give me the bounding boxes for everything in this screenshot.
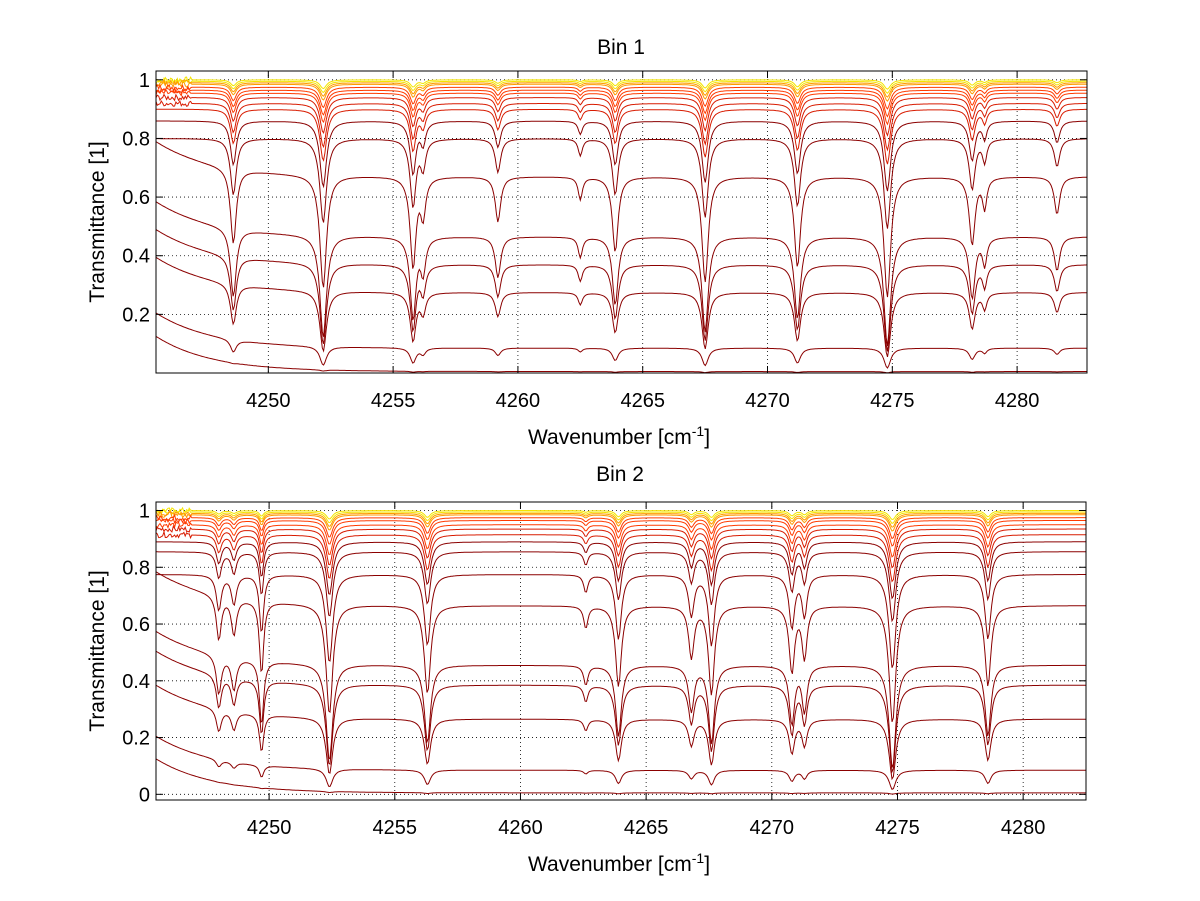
spectrum-curve <box>156 108 1087 165</box>
spectrum-curve <box>155 735 1086 790</box>
spectrum-curve <box>155 312 1087 369</box>
y-tick-label: 0.4 <box>122 671 150 693</box>
x-axis-label: Wavenumber [cm-1] <box>528 423 710 449</box>
spectrum-curve <box>156 574 1086 668</box>
x-tick-label: 4260 <box>498 817 543 839</box>
x-axis-label-end: ] <box>704 853 710 876</box>
spectrum-curve <box>155 521 1086 558</box>
spectrum-curve <box>155 99 1087 152</box>
spectrum-curve <box>155 650 1086 774</box>
spectrum-curve <box>156 138 1087 229</box>
spectrum-curve <box>156 541 1086 600</box>
subplot-bin-1: Bin 1 0.2 0.4 0.6 0.8 1 4250 4255 4260 4265 4270… <box>86 36 1088 449</box>
x-tick-label: 4265 <box>620 390 665 412</box>
y-tick-label: 0.2 <box>122 728 150 750</box>
x-tick-label: 4280 <box>1001 817 1046 839</box>
y-tick-label: 0.8 <box>122 128 150 150</box>
spectrum-curve <box>155 335 1087 374</box>
spectrum-curve <box>155 201 1087 346</box>
y-tick-label: 1 <box>139 70 150 92</box>
spectrum-curve <box>155 88 1088 126</box>
x-tick-label: 4275 <box>875 817 920 839</box>
spectrum-curve <box>155 758 1086 795</box>
curves <box>155 76 1088 374</box>
spectrum-curve <box>155 571 1086 723</box>
spectrum-curve <box>155 93 1087 137</box>
spectrum-curve <box>155 229 1088 352</box>
y-tick-label: 0 <box>139 784 150 806</box>
spectrum-curve <box>155 83 1087 110</box>
x-tick-label: 4275 <box>870 390 915 412</box>
axes-box <box>156 71 1087 373</box>
x-tick-label: 4255 <box>373 817 418 839</box>
spectrum-curve <box>155 511 1086 532</box>
y-tick-label: 0.2 <box>122 304 150 326</box>
spectrum-curve <box>155 508 1086 524</box>
spectrum-curve <box>156 551 1086 623</box>
x-tick-label: 4260 <box>496 390 541 412</box>
x-tick-label: 4250 <box>246 390 291 412</box>
spectrum-curve <box>155 630 1086 768</box>
y-tick-label: 1 <box>139 501 150 523</box>
spectrum-curve <box>155 506 1086 521</box>
spectrum-curve <box>155 76 1087 94</box>
axes-frame <box>155 70 1088 374</box>
x-ticks: 4250 4255 4260 4265 4270 4275 4280 <box>247 502 1046 839</box>
spectrum-curve <box>155 76 1087 90</box>
spectrum-curve <box>155 530 1086 583</box>
subplot-bin-2: Bin 2 0 0.2 0.4 0.6 0.8 1 4250 4255 4260 4265 427… <box>86 463 1087 876</box>
axes-frame <box>155 501 1087 801</box>
x-tick-label: 4280 <box>995 390 1040 412</box>
y-ticks: 0.2 0.4 0.6 0.8 1 <box>122 70 1087 326</box>
spectrum-curve <box>155 79 1087 102</box>
spectrum-curve <box>155 513 1086 540</box>
spectrum-curve <box>155 517 1086 547</box>
x-tick-label: 4270 <box>745 390 790 412</box>
plot-title: Bin 1 <box>597 36 645 59</box>
y-tick-label: 0.6 <box>122 187 150 209</box>
y-ticks: 0 0.2 0.4 0.6 0.8 1 <box>122 501 1086 806</box>
x-tick-label: 4265 <box>624 817 669 839</box>
x-tick-label: 4250 <box>247 817 292 839</box>
x-axis-label-end: ] <box>704 426 710 449</box>
spectrum-curve <box>155 684 1086 781</box>
y-axis-label: Transmittance [1] <box>86 570 109 731</box>
x-ticks: 4250 4255 4260 4265 4270 4275 4280 <box>246 71 1039 412</box>
spectrum-curve <box>156 120 1087 192</box>
spectrum-curve <box>155 256 1087 358</box>
x-axis-label-superscript: -1 <box>692 423 705 439</box>
x-axis-label-superscript: -1 <box>692 850 705 866</box>
spectrum-curve <box>155 79 1087 98</box>
y-axis-label: Transmittance [1] <box>86 141 109 302</box>
y-tick-label: 0.6 <box>122 614 150 636</box>
x-tick-label: 4270 <box>750 817 795 839</box>
plot-title: Bin 2 <box>596 463 644 486</box>
spectrum-curve <box>155 509 1086 528</box>
spectrum-curve <box>155 524 1086 569</box>
curves <box>155 506 1086 795</box>
x-axis-label: Wavenumber [cm-1] <box>528 850 710 876</box>
y-tick-label: 0.8 <box>122 557 150 579</box>
x-tick-label: 4255 <box>371 390 416 412</box>
spectrum-curve <box>155 141 1087 298</box>
spectrum-curve <box>155 86 1087 118</box>
y-tick-label: 0.4 <box>122 246 150 268</box>
